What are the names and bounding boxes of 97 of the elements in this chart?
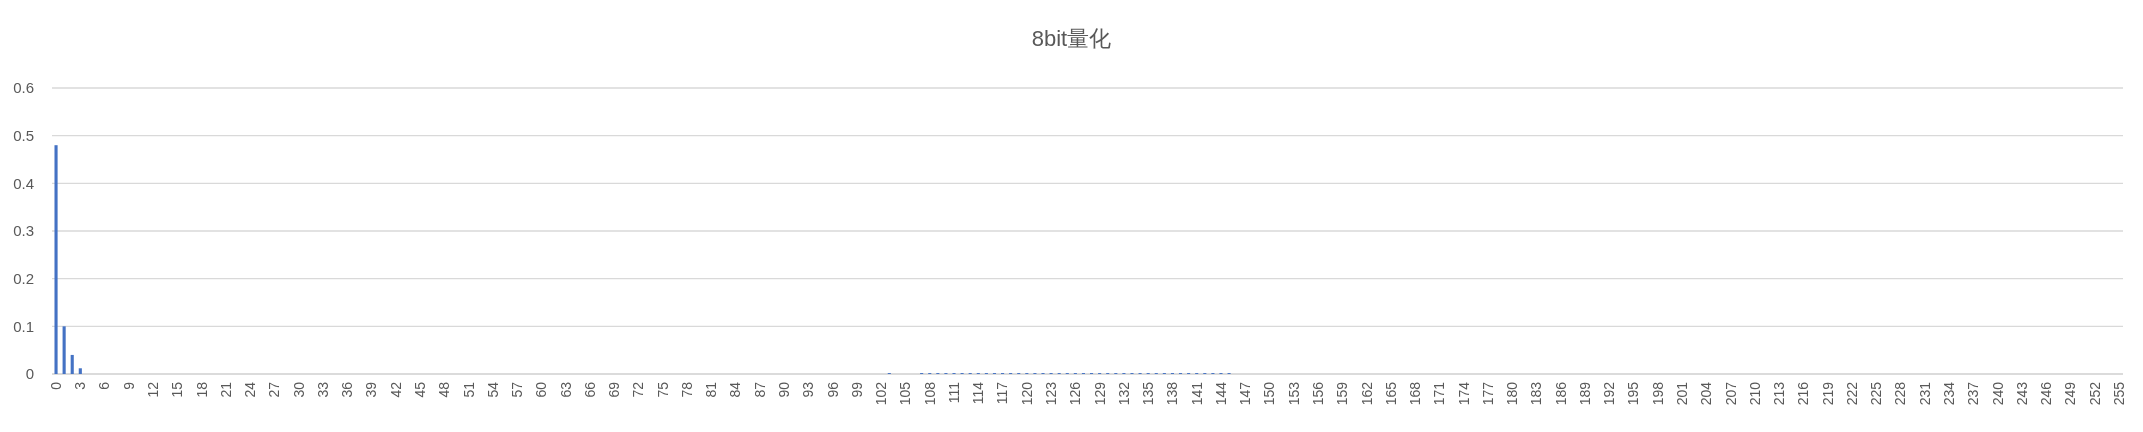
y-tick-label: 0.4	[13, 174, 34, 192]
x-tick-label: 144	[1212, 381, 1229, 406]
x-tick-label: 3	[72, 381, 89, 390]
x-tick-label: 9	[120, 381, 137, 390]
x-tick-label: 90	[776, 381, 793, 398]
x-tick-label: 12	[145, 381, 162, 398]
x-tick-label: 168	[1407, 381, 1424, 406]
x-tick-label: 48	[436, 381, 453, 398]
x-tick-label: 18	[193, 381, 210, 398]
x-tick-label: 54	[484, 381, 501, 398]
x-tick-label: 84	[727, 381, 744, 398]
bar	[62, 326, 66, 374]
x-tick-label: 180	[1504, 381, 1521, 406]
x-tick-label: 108	[921, 381, 938, 406]
x-tick-label: 105	[897, 381, 914, 406]
x-tick-label: 87	[751, 381, 768, 398]
x-tick-label: 174	[1455, 381, 1472, 406]
x-tick-label: 57	[509, 381, 526, 398]
x-tick-label: 42	[387, 381, 404, 398]
x-tick-label: 30	[290, 381, 307, 398]
x-tick-label: 246	[2038, 381, 2055, 406]
x-tick-label: 162	[1358, 381, 1375, 406]
x-tick-label: 171	[1431, 381, 1448, 406]
y-tick-label: 0.5	[13, 126, 34, 144]
x-tick-label: 123	[1043, 381, 1059, 406]
x-tick-label: 234	[1940, 381, 1957, 406]
x-tick-label: 39	[363, 381, 380, 398]
x-tick-label: 27	[266, 381, 283, 398]
x-tick-label: 138	[1164, 381, 1181, 406]
x-tick-label: 225	[1868, 381, 1885, 406]
y-tick-label: 0.3	[13, 222, 34, 240]
x-tick-label: 156	[1309, 381, 1326, 406]
x-tick-label: 24	[242, 381, 259, 398]
x-tick-label: 204	[1698, 381, 1715, 406]
bar	[70, 354, 74, 374]
x-tick-label: 135	[1140, 381, 1157, 406]
y-tick-label: 0.6	[13, 79, 34, 97]
bar	[54, 145, 58, 374]
x-tick-label: 96	[824, 381, 841, 398]
x-tick-label: 189	[1576, 381, 1593, 406]
x-tick-label: 165	[1382, 381, 1399, 406]
x-tick-label: 66	[581, 381, 598, 398]
x-tick-label: 21	[217, 381, 234, 398]
x-tick-label: 219	[1819, 381, 1836, 406]
x-tick-label: 198	[1649, 381, 1666, 406]
x-tick-label: 249	[2062, 381, 2079, 406]
bar	[78, 368, 82, 374]
x-tick-label: 243	[2013, 381, 2030, 406]
x-tick-label: 60	[533, 381, 550, 398]
x-tick-label: 72	[630, 381, 647, 398]
x-tick-label: 51	[460, 381, 477, 398]
x-tick-label: 15	[169, 381, 186, 398]
x-tick-label: 120	[1018, 381, 1035, 406]
x-tick-label: 117	[994, 381, 1011, 405]
x-tick-label: 75	[654, 381, 671, 398]
x-tick-label: 186	[1552, 381, 1569, 406]
x-tick-label: 159	[1334, 381, 1351, 406]
x-tick-label: 33	[314, 381, 331, 398]
x-tick-label: 153	[1285, 381, 1302, 406]
x-tick-label: 111	[945, 381, 962, 404]
x-tick-label: 114	[970, 381, 987, 405]
x-tick-label: 228	[1892, 381, 1909, 406]
x-tick-label: 252	[2086, 381, 2103, 406]
x-tick-label: 192	[1601, 381, 1618, 406]
x-tick-label: 0	[47, 381, 64, 390]
x-tick-label: 6	[96, 381, 113, 390]
x-tick-label: 132	[1115, 381, 1132, 406]
y-tick-label: 0.2	[13, 269, 34, 287]
x-tick-label: 78	[678, 381, 695, 398]
x-tick-label: 147	[1237, 381, 1254, 406]
x-tick-label: 255	[2110, 381, 2127, 406]
x-tick-label: 216	[1795, 381, 1812, 406]
y-tick-label: 0.1	[13, 317, 34, 335]
x-tick-label: 93	[800, 381, 817, 398]
x-tick-label: 207	[1722, 381, 1739, 406]
x-tick-label: 195	[1625, 381, 1642, 406]
x-tick-label: 240	[1989, 381, 2006, 406]
x-tick-label: 81	[703, 381, 720, 398]
x-tick-label: 201	[1674, 381, 1690, 406]
x-tick-label: 237	[1965, 381, 1982, 406]
x-tick-label: 231	[1916, 381, 1933, 406]
x-tick-label: 213	[1771, 381, 1788, 406]
x-tick-label: 45	[411, 381, 428, 398]
x-tick-label: 129	[1091, 381, 1108, 406]
x-tick-label: 126	[1067, 381, 1084, 406]
x-tick-label: 183	[1528, 381, 1545, 406]
x-tick-label: 36	[339, 381, 356, 398]
x-tick-label: 63	[557, 381, 574, 398]
x-tick-label: 69	[606, 381, 623, 398]
x-tick-label: 210	[1746, 381, 1763, 406]
x-tick-label: 222	[1843, 381, 1860, 406]
x-tick-label: 177	[1479, 381, 1496, 406]
x-tick-label: 102	[873, 381, 890, 406]
x-tick-label: 141	[1188, 381, 1205, 406]
x-tick-label: 150	[1261, 381, 1278, 406]
chart-title: 8bit量化	[1031, 26, 1112, 51]
x-tick-label: 99	[848, 381, 865, 398]
